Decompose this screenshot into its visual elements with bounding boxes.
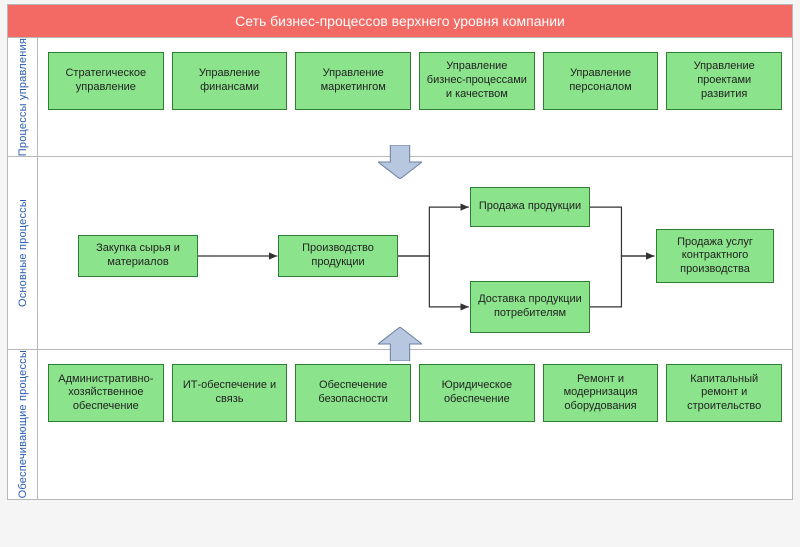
side-label-core: Основные процессы [8,157,38,349]
side-label-text: Обеспечивающие процессы [17,350,29,498]
title-text: Сеть бизнес-процессов верхнего уровня ко… [235,13,565,29]
row-body-support: Административно-хозяйственное обеспечени… [38,350,792,498]
management-box-row: Стратегическое управлениеУправление фина… [48,52,782,110]
process-box: Ремонт и модернизация оборудования [543,364,659,422]
process-box: Стратегическое управление [48,52,164,110]
process-box: Управление маркетингом [295,52,411,110]
process-box: Обеспечение безопасности [295,364,411,422]
support-box-row: Административно-хозяйственное обеспечени… [48,364,782,422]
big-arrow-up-icon [378,327,422,361]
row-body-management: Стратегическое управлениеУправление фина… [38,38,792,156]
side-label-text: Процессы управления [17,38,29,156]
row-management: Процессы управления Стратегическое управ… [8,37,792,156]
core-process-box: Закупка сырья и материалов [78,235,198,277]
core-process-box: Продажа продукции [470,187,590,227]
process-box: Управление проектами развития [666,52,782,110]
process-box: Управление бизнес-процессами и качеством [419,52,535,110]
side-label-management: Процессы управления [8,38,38,156]
process-box: Управление финансами [172,52,288,110]
side-label-text: Основные процессы [17,199,29,307]
core-process-box: Производство продукции [278,235,398,277]
process-box: Административно-хозяйственное обеспечени… [48,364,164,422]
row-body-core: Закупка сырья и материалов Производство п… [38,157,792,349]
big-arrow-down-icon [378,145,422,179]
core-process-box: Доставка продукции потребителям [470,281,590,333]
row-support: Обеспечивающие процессы Административно-… [8,349,792,498]
core-process-box: Продажа услуг контрактного производства [656,229,774,283]
process-box: Юридическое обеспечение [419,364,535,422]
diagram-title: Сеть бизнес-процессов верхнего уровня ко… [8,5,792,37]
process-box: ИТ-обеспечение и связь [172,364,288,422]
side-label-support: Обеспечивающие процессы [8,350,38,498]
process-box: Капитальный ремонт и строительство [666,364,782,422]
diagram-frame: Сеть бизнес-процессов верхнего уровня ко… [7,4,793,500]
process-box: Управление персоналом [543,52,659,110]
row-core: Основные процессы Закупка сырья и матери… [8,156,792,349]
